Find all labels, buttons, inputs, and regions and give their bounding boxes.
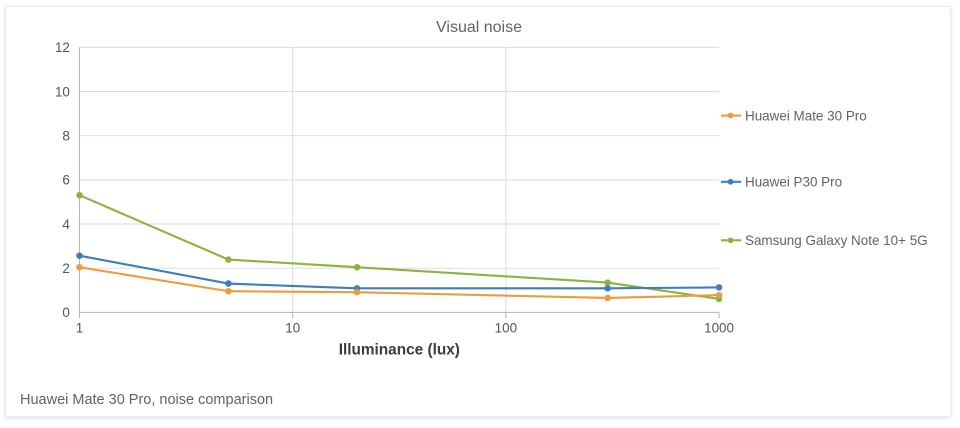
svg-text:Huawei Mate 30 Pro: Huawei Mate 30 Pro [745, 108, 867, 123]
svg-text:Illuminance (lux): Illuminance (lux) [339, 342, 460, 359]
svg-text:0: 0 [62, 305, 69, 320]
svg-text:Huawei P30 Pro: Huawei P30 Pro [745, 175, 842, 190]
svg-text:8: 8 [62, 128, 69, 143]
svg-text:100: 100 [495, 321, 517, 336]
svg-text:2: 2 [62, 261, 69, 276]
svg-text:1: 1 [76, 321, 83, 336]
svg-text:10: 10 [285, 321, 300, 336]
svg-text:4: 4 [62, 217, 70, 232]
svg-text:1000: 1000 [704, 321, 734, 336]
svg-text:10: 10 [55, 84, 70, 99]
svg-text:12: 12 [55, 40, 70, 55]
svg-text:6: 6 [62, 173, 69, 188]
svg-text:Samsung Galaxy Note 10+ 5G: Samsung Galaxy Note 10+ 5G [745, 233, 928, 248]
